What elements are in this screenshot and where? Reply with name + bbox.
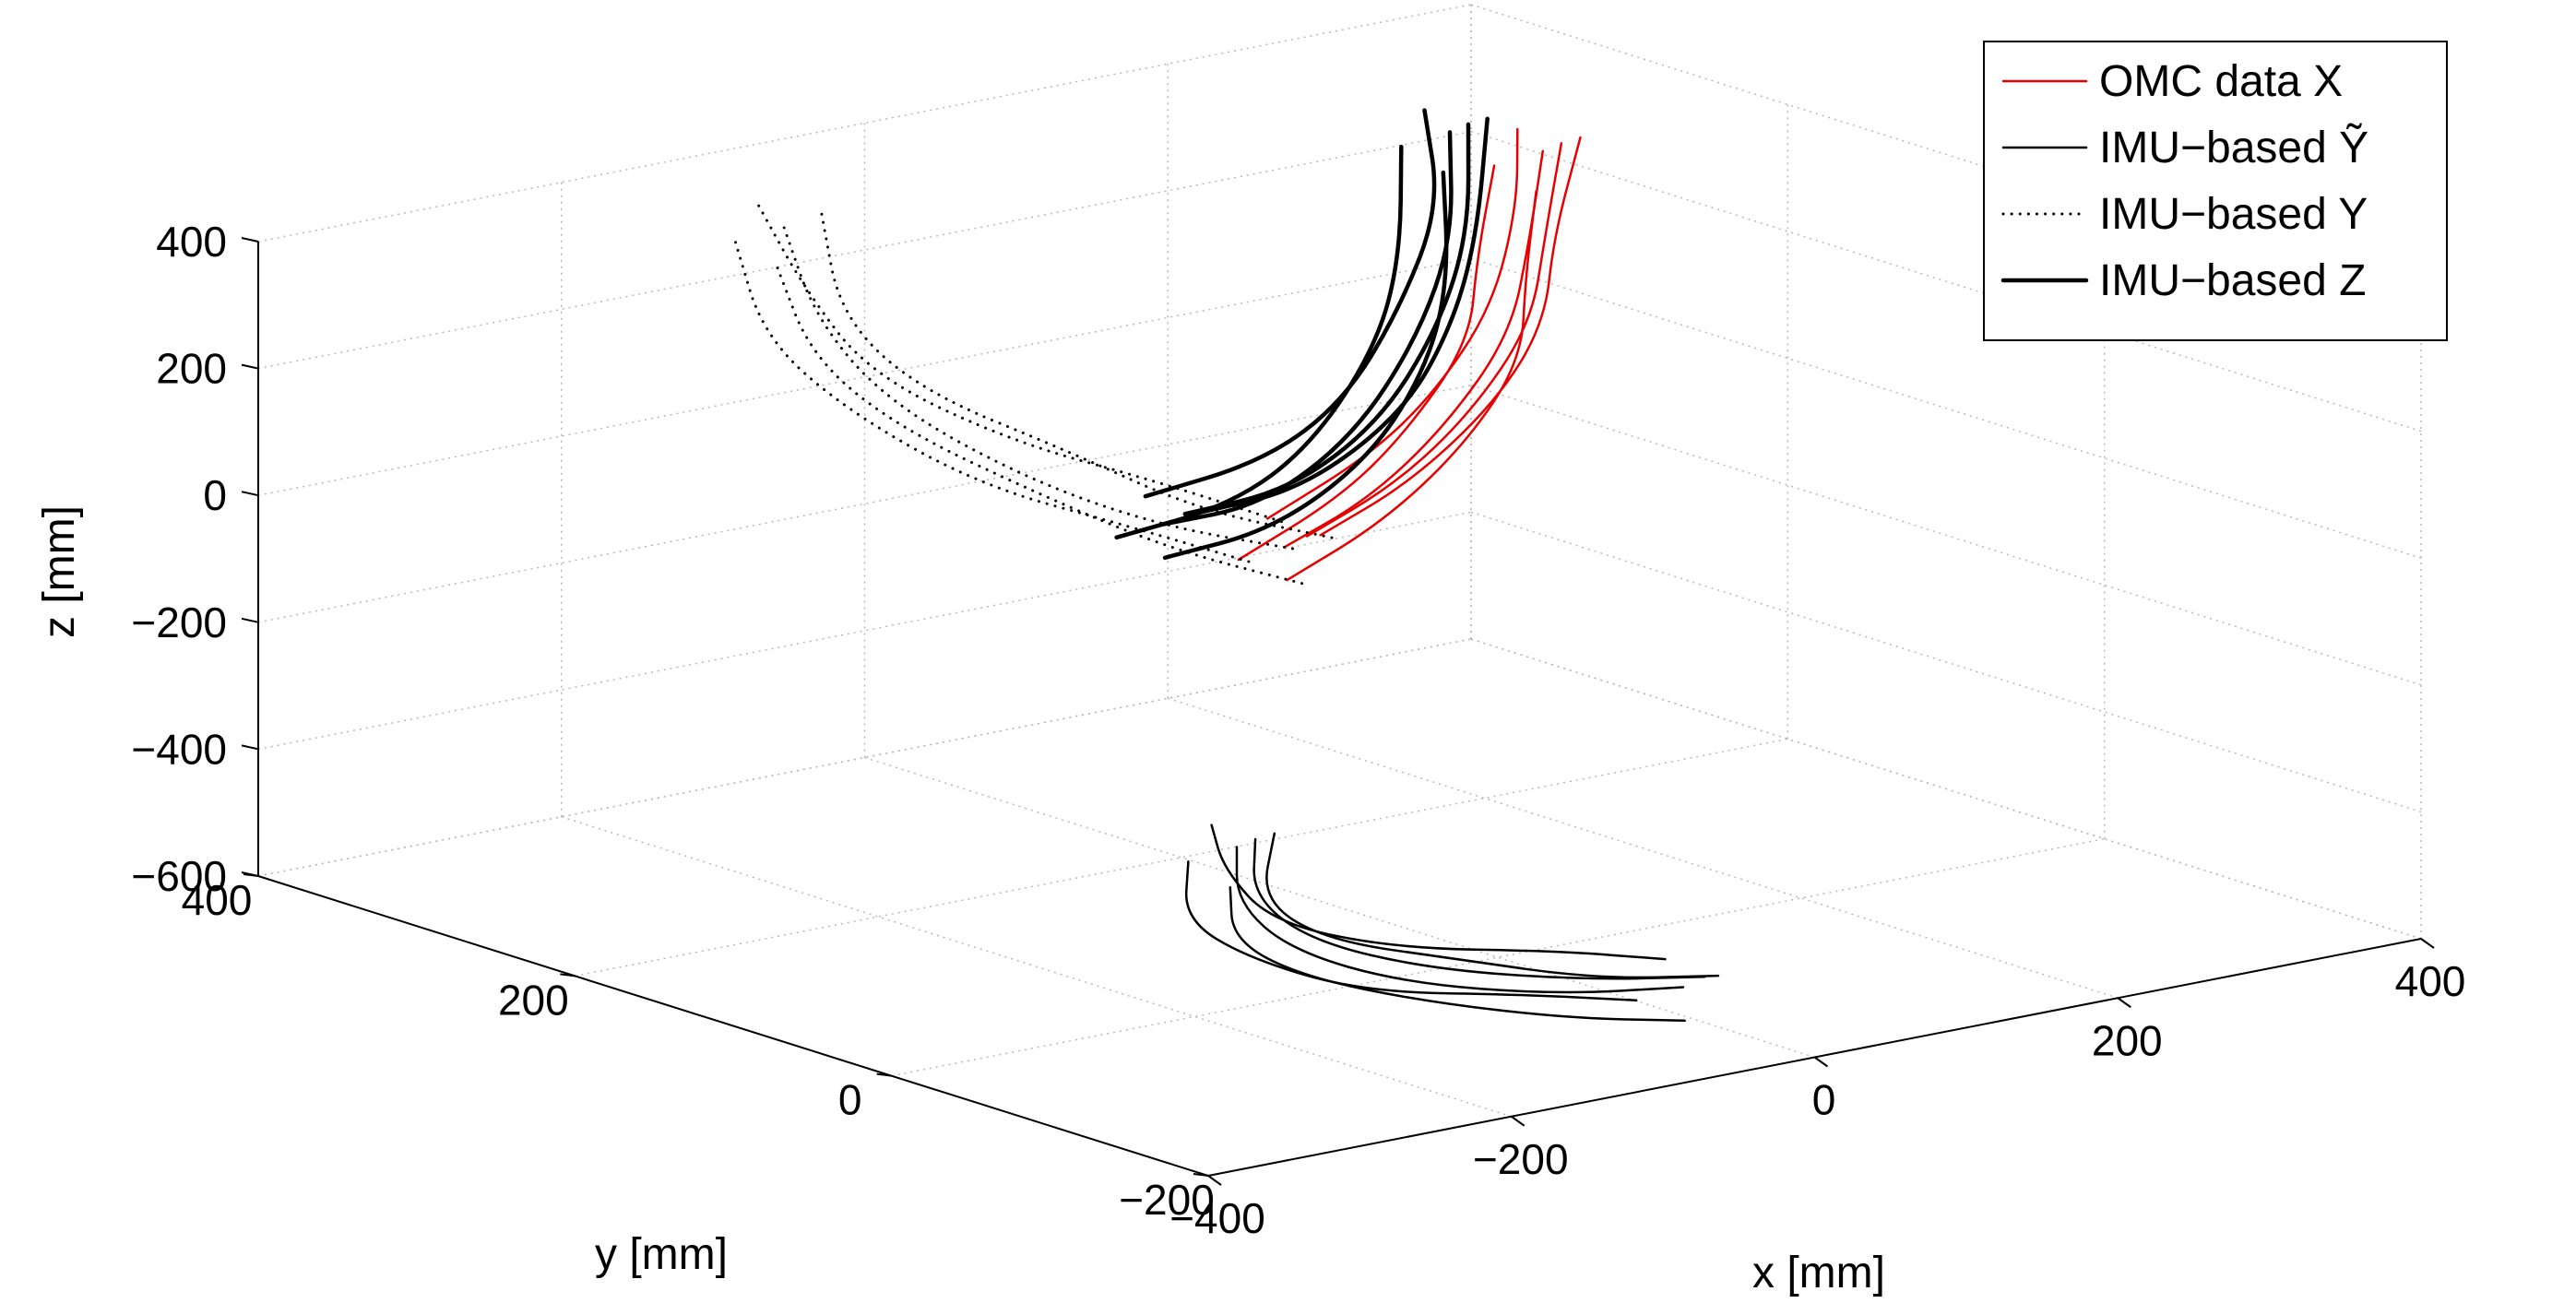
series-line	[1143, 108, 1437, 499]
axes	[241, 237, 2435, 1186]
series-3-group	[1114, 108, 1490, 561]
series-line	[1162, 170, 1449, 561]
series-line	[757, 204, 1285, 524]
legend-label: IMU−based Z	[2099, 256, 2366, 305]
z-tick-mark	[241, 617, 259, 623]
legend-box	[1983, 41, 2448, 341]
y-axis-label: y [mm]	[595, 1230, 728, 1279]
z-tick-mark	[241, 744, 259, 751]
x-tick-label: 400	[2395, 957, 2466, 1005]
grid-line	[1470, 385, 2422, 686]
x-tick-mark	[2420, 938, 2435, 949]
y-tick-mark	[560, 973, 576, 977]
grid-line	[1470, 130, 2422, 432]
z-tick-label: 200	[156, 345, 227, 393]
legend-label: OMC data X	[2099, 57, 2343, 106]
x-tick-mark	[2117, 997, 2131, 1009]
series-line	[782, 226, 1302, 551]
series-1-group	[1185, 823, 1720, 1023]
y-tick-label: 0	[838, 1076, 862, 1124]
x-tick-label: −200	[1473, 1135, 1569, 1183]
series-line	[1229, 885, 1686, 1023]
series-lines	[734, 108, 1720, 1023]
series-line	[1196, 116, 1490, 515]
grid-line	[1470, 638, 2422, 940]
z-tick-mark	[241, 871, 259, 877]
series-line	[1210, 823, 1667, 961]
z-axis-label: z [mm]	[35, 505, 84, 638]
series-line	[820, 212, 1337, 540]
grid-line	[561, 816, 1512, 1118]
x-tick-mark	[1813, 1056, 1829, 1068]
tick-labels: −400−2000200400−2000200400−600−400−20002…	[131, 218, 2465, 1242]
series-line	[776, 267, 1304, 586]
series-line	[1114, 144, 1404, 540]
series-line	[1265, 832, 1720, 979]
series-line	[1185, 860, 1638, 1002]
series-line	[1235, 846, 1685, 994]
grid-line	[1470, 257, 2422, 559]
series-line	[1252, 837, 1706, 980]
z-tick-mark	[241, 363, 259, 370]
y-tick-mark	[1193, 1173, 1209, 1177]
x-axis-label: x [mm]	[1752, 1249, 1885, 1297]
grid-line	[864, 756, 1815, 1059]
z-tick-label: −200	[131, 598, 227, 646]
grid-line	[1168, 697, 2119, 999]
series-line	[1265, 127, 1519, 520]
grid-line	[1470, 511, 2422, 813]
series-line	[1319, 136, 1582, 537]
series-0-group	[1237, 127, 1582, 582]
z-tick-label: −600	[131, 852, 227, 900]
x-tick-mark	[1511, 1115, 1525, 1127]
x-tick-label: −400	[1169, 1194, 1265, 1242]
z-tick-mark	[241, 491, 259, 497]
series-2-group	[734, 204, 1337, 586]
legend: OMC data X IMU−based Ỹ IMU−based Y IMU−base…	[1983, 41, 2448, 341]
y-tick-label: 200	[498, 976, 569, 1024]
y-axis-line	[257, 875, 1209, 1177]
legend-label: IMU−based Ỹ	[2099, 123, 2368, 172]
x-tick-label: 200	[2092, 1016, 2163, 1064]
z-tick-label: 400	[156, 218, 227, 266]
legend-label: IMU−based Y	[2099, 190, 2368, 239]
y-tick-mark	[876, 1072, 892, 1077]
x-tick-mark	[1207, 1175, 1222, 1186]
z-tick-label: 0	[203, 471, 227, 519]
y-tick-label: 400	[182, 876, 253, 924]
z-tick-label: −400	[131, 725, 227, 773]
y-tick-label: −200	[1119, 1176, 1215, 1224]
grid-line	[1470, 4, 2422, 305]
series-line	[1286, 190, 1537, 582]
series-line	[1305, 142, 1563, 538]
series-line	[1182, 122, 1471, 516]
z-tick-mark	[241, 237, 259, 243]
x-tick-label: 0	[1812, 1076, 1836, 1124]
